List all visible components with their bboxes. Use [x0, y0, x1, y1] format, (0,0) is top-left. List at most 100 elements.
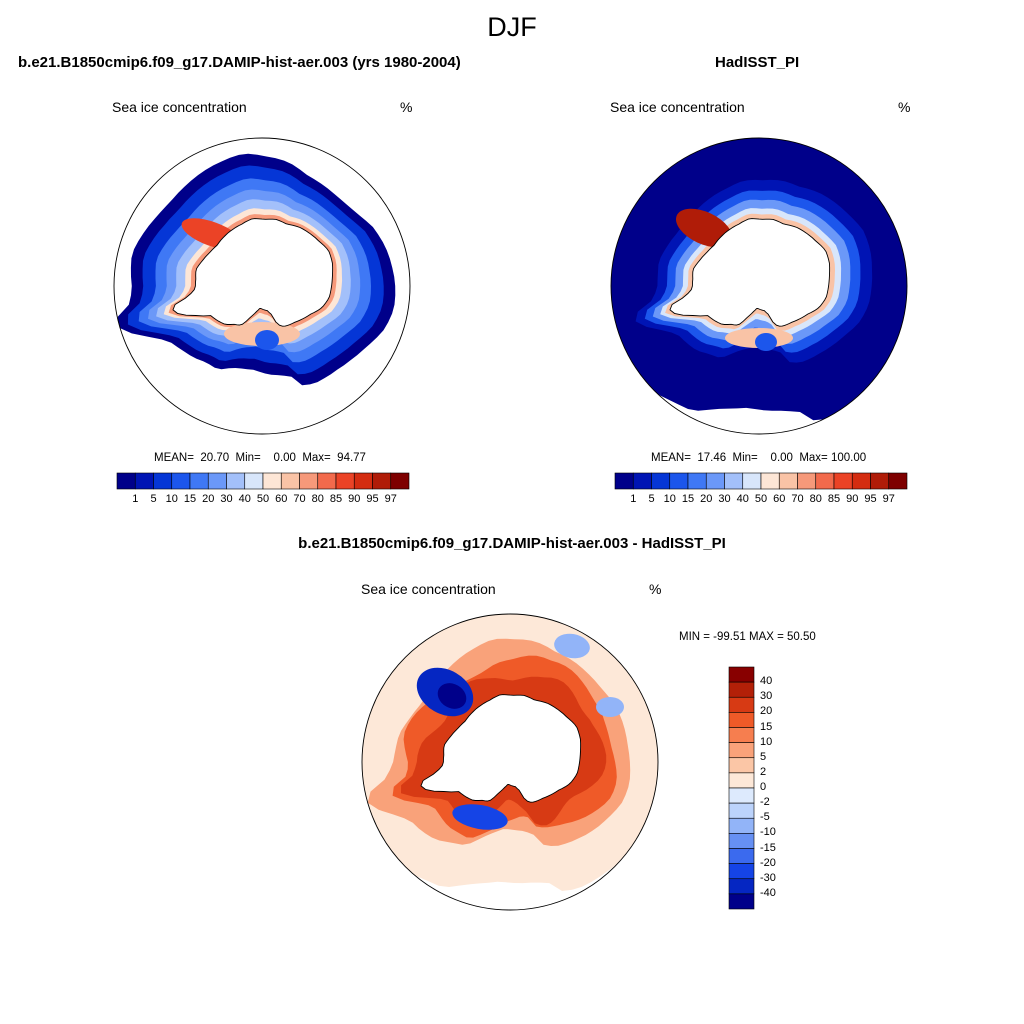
colorbar-tick-label: 20	[760, 705, 773, 718]
variable-label-diff: Sea ice concentration	[361, 581, 496, 597]
colorbar-tick-label: 10	[663, 493, 676, 505]
map-field	[611, 138, 907, 434]
colorbar-box	[280, 472, 300, 490]
colorbar-tick-label: 85	[827, 493, 841, 505]
min-value-model: 0.00	[273, 452, 296, 464]
colorbar-tick-label: -2	[760, 796, 770, 809]
colorbar-tick-label: 20	[700, 493, 713, 505]
colorbar-box	[244, 472, 264, 490]
colorbar-tick-label: -20	[760, 856, 776, 869]
colorbar-tick-label: 1	[630, 493, 637, 505]
colorbar-box	[728, 666, 755, 683]
map-field	[114, 138, 410, 434]
colorbar-tick-label: 80	[809, 493, 822, 505]
colorbar-box	[797, 472, 817, 490]
colorbar-tick-label: 90	[846, 493, 859, 505]
colorbar-tick-label: 60	[773, 493, 786, 505]
colorbar-tick-label: 5	[648, 493, 655, 505]
panel-title-model: b.e21.B1850cmip6.f09_g17.DAMIP-hist-aer.…	[18, 54, 461, 71]
colorbar-tick-label: 97	[882, 493, 895, 505]
variable-label-obs: Sea ice concentration	[610, 99, 745, 115]
colorbar-tick-label: 10	[760, 735, 773, 748]
colorbar-box	[728, 772, 755, 789]
colorbar-tick-label: 0	[760, 781, 767, 793]
colorbar-box	[226, 472, 246, 490]
colorbar-box	[262, 472, 282, 490]
variable-label-model: Sea ice concentration	[112, 99, 247, 115]
antarctica-coastline	[420, 694, 582, 803]
colorbar-box	[317, 472, 337, 490]
colorbar-box	[705, 472, 725, 490]
colorbar-tick-label: -10	[760, 826, 776, 839]
colorbar-box	[153, 472, 173, 490]
max-value-obs: 100.00	[830, 452, 867, 464]
colorbar-tick-label: 85	[329, 493, 343, 505]
colorbar-box	[728, 727, 755, 743]
colorbar-box	[134, 472, 154, 490]
colorbar-tick-label: 40	[760, 675, 773, 688]
colorbar-box	[833, 472, 853, 490]
colorbar-box	[728, 712, 755, 728]
colorbar-box	[728, 802, 755, 819]
antarctica-coastline	[172, 218, 334, 327]
colorbar-model	[116, 472, 410, 490]
colorbar-box	[353, 472, 373, 490]
colorbar-box	[851, 472, 871, 490]
colorbar-box	[372, 472, 392, 490]
colorbar-tick-label: 50	[256, 493, 270, 505]
colorbar-box	[728, 848, 755, 864]
colorbar-tick-label: -15	[760, 841, 776, 854]
colorbar-tick-label: 30	[718, 493, 731, 505]
colorbar-box	[728, 817, 755, 834]
colorbar-tick-label: 80	[311, 493, 324, 505]
colorbar-box	[742, 472, 762, 490]
colorbar-box	[390, 472, 410, 490]
colorbar-box	[299, 472, 319, 490]
colorbar-box	[335, 472, 355, 490]
colorbar-box	[632, 472, 652, 490]
colorbar-tick-label: 50	[754, 493, 768, 505]
contour-blob	[437, 683, 467, 709]
colorbar-tick-label: 90	[348, 493, 361, 505]
contour-blob	[596, 697, 624, 717]
map-boundary	[610, 137, 908, 435]
colorbar-tick-label: 97	[384, 493, 397, 505]
colorbar-box	[614, 472, 634, 490]
colorbar-tick-label: 60	[275, 493, 288, 505]
colorbar-box	[728, 787, 755, 804]
panel-title-obs: HadISST_PI	[715, 54, 800, 71]
figure-title: DJF	[487, 12, 537, 42]
colorbar-tick-label: 15	[183, 493, 197, 505]
colorbar-tick-label: 15	[760, 720, 773, 733]
colorbar-box	[728, 833, 755, 849]
colorbar-box	[669, 472, 689, 490]
colorbar-box	[724, 472, 744, 490]
colorbar-box	[651, 472, 671, 490]
colorbar-tick-label: 70	[293, 493, 306, 505]
map-boundary	[113, 137, 411, 435]
colorbar-box	[728, 681, 755, 698]
contour-blob	[675, 208, 733, 248]
colorbar-box	[870, 472, 890, 490]
colorbar-box	[760, 472, 780, 490]
max-value-model: 94.77	[337, 452, 366, 464]
polar-map-obs	[610, 137, 908, 435]
antarctica-coastline	[669, 218, 831, 327]
colorbar-tick-label: 70	[791, 493, 804, 505]
units-label-diff: %	[649, 581, 662, 597]
colorbar-tick-label: -5	[760, 811, 770, 824]
units-label-obs: %	[898, 99, 911, 115]
colorbar-tick-label: 5	[150, 493, 157, 505]
colorbar-box	[888, 472, 908, 490]
contour-blob	[554, 633, 590, 659]
colorbar-box	[687, 472, 707, 490]
colorbar-tick-label: 30	[220, 493, 233, 505]
colorbar-tick-label: 95	[366, 493, 379, 505]
contour-blob	[255, 330, 279, 350]
colorbar-box	[207, 472, 227, 490]
colorbar-box	[728, 742, 755, 759]
polar-map-model	[113, 137, 411, 435]
colorbar-box	[116, 472, 136, 490]
stats-model: MEAN= 20.70 Min= 0.00 Max= 94.77	[154, 452, 366, 464]
colorbar-tick-label: 40	[238, 493, 251, 505]
